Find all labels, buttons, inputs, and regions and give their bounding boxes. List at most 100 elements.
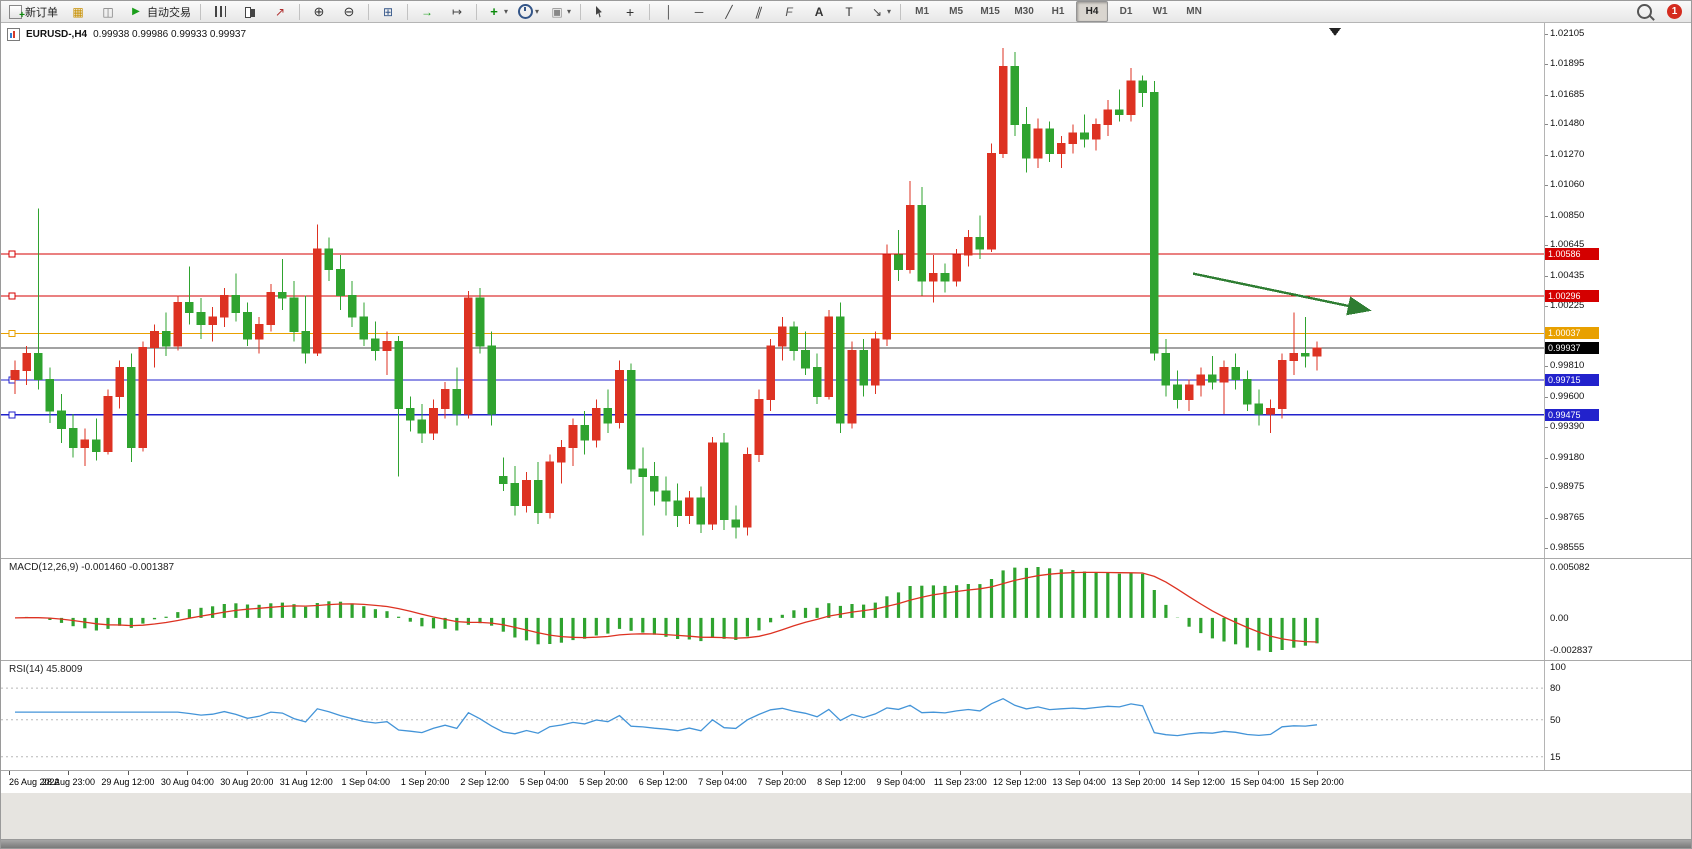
arrows-button[interactable]: ↘ ▾ [865,1,895,22]
price-axis-border [1544,23,1545,770]
text-label-button[interactable]: T [835,1,863,22]
timeframe-m1-button[interactable]: M1 [906,1,938,22]
timeframe-m30-button[interactable]: M30 [1008,1,1040,22]
chart-window[interactable]: EURUSD-,H4 0.99938 0.99986 0.99933 0.999… [1,23,1691,848]
macd-canvas[interactable] [1,559,1544,660]
macd-axis-label: 0.00 [1550,612,1569,624]
auto-scroll-button[interactable]: → [413,1,441,22]
tile-icon: ⊞ [382,4,394,19]
bottom-bar [1,839,1691,848]
axis-tick [1544,396,1548,398]
search-button[interactable] [1630,1,1658,22]
price-axis-label: 1.01480 [1550,118,1585,130]
text-button[interactable]: A [805,1,833,22]
panel-separator[interactable] [1,660,1691,661]
timeframe-m5-label: M5 [949,6,964,17]
toolbar-separator [407,3,408,20]
auto-trading-button[interactable]: ▶ 自动交易 [124,1,195,22]
periods-button[interactable]: ▾ [514,1,543,22]
time-axis-label: 28 Aug 23:00 [41,777,95,787]
rsi-axis-label: 50 [1550,714,1561,726]
price-chart-canvas[interactable] [1,24,1544,558]
price-tag: 0.99475 [1545,408,1599,421]
time-axis-label: 1 Sep 20:00 [400,777,450,787]
templates-button[interactable]: ▣ ▾ [545,1,575,22]
rsi-title: RSI(14) [9,664,44,675]
candlestick-chart-button[interactable] [236,1,264,22]
cursor-button[interactable] [586,1,614,22]
zoom-out-button[interactable]: ⊖ [335,1,363,22]
timeframe-m5-button[interactable]: M5 [940,1,972,22]
vline-icon: │ [665,4,673,19]
price-axis-label: 0.99600 [1550,390,1585,402]
axis-tick [1544,215,1548,217]
timeframe-m15-button[interactable]: M15 [974,1,1006,22]
time-axis-label: 15 Sep 04:00 [1230,777,1285,787]
price-axis-label: 1.00435 [1550,269,1585,281]
time-axis-label: 2 Sep 12:00 [460,777,509,787]
price-axis-label: 1.00225 [1550,300,1585,312]
fibonacci-button[interactable]: F [775,1,803,22]
time-axis-label: 31 Aug 12:00 [279,777,333,787]
chart-legend: EURUSD-,H4 0.99938 0.99986 0.99933 0.999… [7,28,246,41]
zoom-in-button[interactable]: ⊕ [305,1,333,22]
notifications-badge[interactable]: 1 [1667,4,1682,19]
time-tick [1317,771,1318,775]
rsi-canvas[interactable] [1,661,1544,770]
time-axis-label: 13 Sep 04:00 [1052,777,1106,787]
timeframe-h4-button[interactable]: H4 [1076,1,1109,22]
time-axis-label: 26 Aug 2022 [9,777,60,787]
axis-tick [1544,427,1548,429]
price-axis-label: 0.98765 [1550,511,1585,523]
axis-tick [1544,366,1548,368]
time-tick [484,771,486,775]
new-order-button[interactable]: 新订单 [5,1,62,23]
periods-icon [518,4,534,19]
indicators-button[interactable]: + ▾ [482,1,512,22]
rsi-axis-label: 80 [1550,683,1561,695]
time-tick [1019,771,1021,775]
time-tick [246,771,248,775]
line-chart-button[interactable]: ↗ [266,1,294,22]
time-axis-label: 7 Sep 04:00 [698,777,747,787]
axis-tick [1544,245,1548,247]
price-tag: 0.99715 [1545,374,1599,387]
panel-separator[interactable] [1,558,1691,559]
timeframe-h1-button[interactable]: H1 [1042,1,1074,22]
candles-icon [243,5,257,19]
timeframe-w1-button[interactable]: W1 [1144,1,1176,22]
toolbar-separator [476,3,477,20]
timeframe-m15-label: M15 [980,6,1000,17]
toolbar: 新订单 ▦◫▶自动交易 ↗ ⊕⊖ ⊞ →↦ +▾ ▾ ▣▾ + │ ─╱ ∥ FAT↘▾ M1 M5 M15 M3… [1,1,1691,23]
time-tick [544,771,546,775]
price-axis-label: 1.02105 [1550,28,1585,39]
crosshair-button[interactable]: + [616,1,644,22]
chart-shift-button[interactable]: ↦ [443,1,471,22]
profiles-button[interactable]: ◫ [94,1,122,22]
bar-chart-button[interactable] [206,1,234,22]
time-axis[interactable]: 26 Aug 2022 28 Aug 23:00 29 Aug 12:00 30 Au… [1,771,1691,793]
time-tick [781,771,783,775]
new-order-label: 新订单 [25,6,58,19]
time-axis-label: 12 Sep 12:00 [992,777,1047,787]
time-tick [960,771,962,775]
macd-axis-label: -0.002837 [1550,645,1593,656]
timeframe-d1-button[interactable]: D1 [1110,1,1142,22]
trendline-button[interactable]: ╱ [715,1,743,22]
macd-axis-label: 0.005082 [1550,562,1590,573]
vertical-line-button[interactable]: │ [655,1,683,22]
tile-windows-button[interactable]: ⊞ [374,1,402,22]
caret-icon: ▾ [535,7,540,16]
price-axis-label: 0.98555 [1550,542,1585,553]
equidistant-channel-button[interactable]: ∥ [745,1,773,22]
axis-tick [1544,306,1548,308]
status-strip [1,793,1691,839]
time-axis-label: 15 Sep 20:00 [1290,777,1344,787]
horizontal-line-button[interactable]: ─ [685,1,713,22]
timeframe-mn-button[interactable]: MN [1178,1,1210,22]
toolbar-separator [299,3,300,20]
symbol-dropdown-icon[interactable] [7,28,20,41]
charts-button[interactable]: ▦ [64,1,92,22]
channel-icon: ∥ [753,4,765,19]
